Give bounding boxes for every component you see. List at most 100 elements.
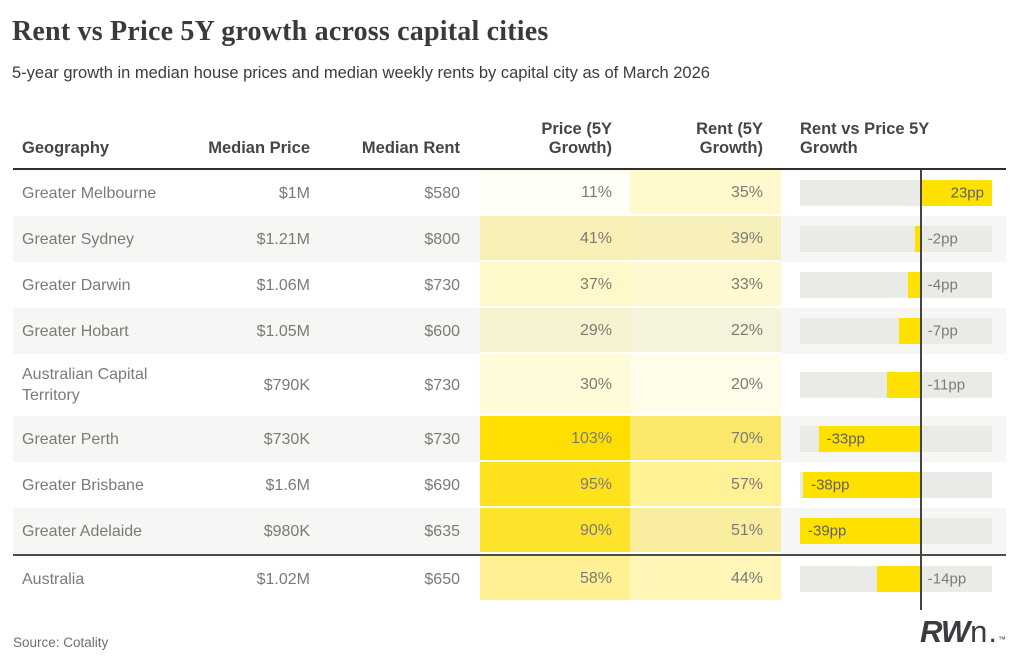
rent-growth-cell: 51% (630, 508, 781, 554)
spacer (781, 462, 800, 508)
table-row: Australian Capital Territory $790K $730 30%… (13, 354, 1006, 416)
rent-vs-price-bar-cell: -33pp (800, 416, 1006, 462)
rent-vs-price-bar-cell: 23pp (800, 170, 1006, 216)
logo-dot: . (988, 614, 997, 649)
median-price-cell: $1M (278, 184, 310, 202)
column-header-median-rent: Median Rent (361, 139, 460, 157)
spacer (781, 556, 800, 602)
rent-growth-cell: 44% (630, 556, 781, 602)
geography-cell: Greater Melbourne (22, 184, 157, 202)
geography-cell: Greater Sydney (22, 230, 135, 248)
median-rent-cell: $690 (424, 476, 460, 494)
median-rent-cell: $600 (424, 322, 460, 340)
table-row: Greater Darwin $1.06M $730 37% 33% -4pp (13, 262, 1006, 308)
table-body: Greater Melbourne $1M $580 11% 35% 23pp Greate… (13, 170, 1006, 610)
bar-value-label: -33pp (826, 430, 865, 448)
bar-value-label: -7pp (927, 322, 958, 340)
logo-rw: RW (920, 614, 970, 649)
spacer (460, 508, 480, 554)
median-rent-cell: $650 (424, 570, 460, 588)
geography-cell: Greater Brisbane (22, 476, 144, 494)
table-row: Greater Brisbane $1.6M $690 95% 57% -38pp (13, 462, 1006, 508)
median-price-cell: $730K (263, 430, 310, 448)
spacer (460, 354, 480, 416)
column-header-geography: Geography (22, 139, 110, 157)
price-growth-cell: 90% (480, 508, 630, 554)
price-growth-cell: 29% (480, 308, 630, 354)
bar-fill (886, 372, 921, 398)
column-header-price-growth: Price (5Y Growth) (541, 120, 612, 157)
price-growth-cell: 95% (480, 462, 630, 508)
median-price-cell: $1.21M (256, 230, 310, 248)
bar-track (800, 272, 992, 298)
table-row: Greater Adelaide $980K $635 90% 51% -39pp (13, 508, 1006, 554)
bar-value-label: 23pp (950, 184, 984, 202)
median-rent-cell: $730 (424, 430, 460, 448)
median-rent-cell: $800 (424, 230, 460, 248)
spacer (460, 556, 480, 602)
bar-fill (803, 472, 921, 498)
bar-value-label: -11pp (927, 376, 966, 394)
rent-growth-cell: 35% (630, 170, 781, 216)
rent-vs-price-bar-cell: -2pp (800, 216, 1006, 262)
spacer (781, 508, 800, 554)
bar-fill (920, 180, 992, 206)
bar-value-label: -38pp (811, 476, 850, 494)
rent-vs-price-bar-cell: -7pp (800, 308, 1006, 354)
median-price-cell: $1.06M (256, 276, 310, 294)
spacer (460, 170, 480, 216)
bar-fill (914, 226, 921, 252)
table-row: Greater Perth $730K $730 103% 70% -33pp (13, 416, 1006, 462)
median-price-cell: $790K (263, 376, 310, 394)
median-price-cell: $1.05M (256, 322, 310, 340)
spacer (781, 170, 800, 216)
bar-fill (800, 518, 921, 544)
rent-growth-cell: 57% (630, 462, 781, 508)
rent-growth-cell: 22% (630, 308, 781, 354)
bar-value-label: -39pp (808, 522, 847, 540)
geography-cell: Australia (22, 570, 85, 588)
bar-track (800, 318, 992, 344)
rent-growth-cell: 70% (630, 416, 781, 462)
rent-vs-price-bar-cell: -11pp (800, 354, 1006, 416)
spacer (460, 262, 480, 308)
table-row: Greater Hobart $1.05M $600 29% 22% -7pp (13, 308, 1006, 354)
geography-cell: Greater Adelaide (22, 522, 143, 540)
column-header-rent-vs-price: Rent vs Price 5Y Growth (800, 120, 930, 157)
price-growth-cell: 58% (480, 556, 630, 602)
price-growth-cell: 103% (480, 416, 630, 462)
table-header-row: Geography Median Price Median Rent Price… (13, 110, 1006, 170)
rent-growth-cell: 20% (630, 354, 781, 416)
column-header-median-price: Median Price (208, 139, 310, 157)
bar-fill (818, 426, 921, 452)
page-title: Rent vs Price 5Y growth across capital c… (12, 16, 549, 47)
zero-axis-line (919, 170, 922, 610)
median-price-cell: $1.6M (265, 476, 310, 494)
median-price-cell: $980K (263, 522, 310, 540)
spacer (781, 308, 800, 354)
rent-vs-price-bar-cell: -39pp (800, 508, 1006, 554)
bar-value-label: -14pp (927, 570, 967, 588)
rwn-logo: RWn.™ (920, 616, 1006, 654)
table-row: Greater Melbourne $1M $580 11% 35% 23pp (13, 170, 1006, 216)
logo-tm-mark: ™ (998, 635, 1006, 644)
price-growth-cell: 41% (480, 216, 630, 262)
median-rent-cell: $730 (424, 376, 460, 394)
spacer (460, 308, 480, 354)
table-row: Australia $1.02M $650 58% 44% -14pp (13, 554, 1006, 602)
geography-cell: Australian Capital Territory (22, 366, 148, 404)
spacer (460, 216, 480, 262)
price-growth-cell: 37% (480, 262, 630, 308)
bar-value-label: -2pp (927, 230, 958, 248)
data-table: Geography Median Price Median Rent Price… (13, 110, 1006, 610)
geography-cell: Greater Hobart (22, 322, 129, 340)
rent-vs-price-bar-cell: -4pp (800, 262, 1006, 308)
price-growth-cell: 11% (480, 170, 630, 216)
bar-value-label: -4pp (927, 276, 958, 294)
median-rent-cell: $635 (424, 522, 460, 540)
column-header-rent-growth: Rent (5Y Growth) (696, 120, 763, 157)
spacer (781, 416, 800, 462)
bar-fill (899, 318, 921, 344)
geography-cell: Greater Perth (22, 430, 119, 448)
spacer (781, 354, 800, 416)
